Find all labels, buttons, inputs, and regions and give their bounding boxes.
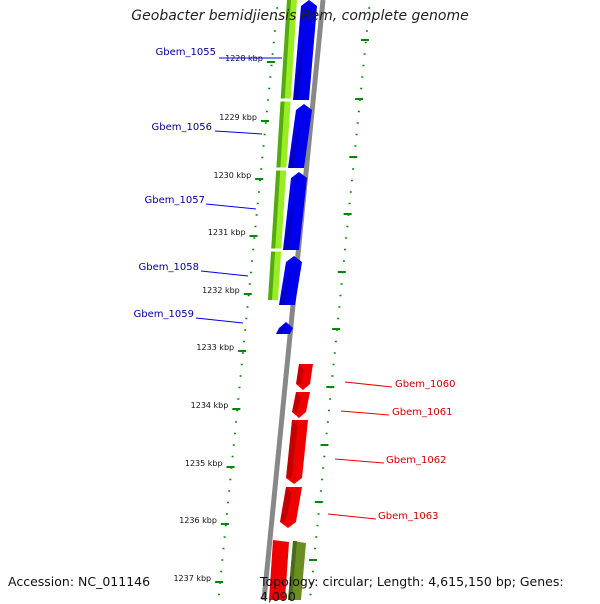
gene-arrow-gbem_1061[interactable]: [292, 392, 310, 418]
gene-label-leader: [344, 381, 393, 388]
gene-label-leader: [195, 317, 244, 324]
gene-label-gbem_1063[interactable]: Gbem_1063: [378, 511, 438, 522]
gene-label-gbem_1060[interactable]: Gbem_1060: [395, 379, 455, 390]
cds-track-top-shade: [268, 0, 291, 300]
gene-arrow-gbem_1060[interactable]: [296, 364, 313, 390]
gene-label-leader: [334, 458, 385, 464]
kbp-label: 1234 kbp: [191, 401, 229, 410]
gene-label-leader: [205, 203, 257, 210]
gene-arrow-shade: [283, 172, 299, 250]
gene-arrow-gbem_1062[interactable]: [286, 420, 308, 484]
gene-arrow-gbem_1057[interactable]: [283, 172, 307, 250]
gene-label-leader: [340, 410, 390, 416]
map-title: Geobacter bemidjiensis Bem, complete gen…: [131, 8, 469, 24]
kbp-label: 1236 kbp: [179, 516, 217, 525]
gene-arrow-shade: [286, 420, 298, 478]
gene-arrow-gbem_1058[interactable]: [279, 256, 302, 305]
gene-label-gbem_1061[interactable]: Gbem_1061: [392, 407, 452, 418]
gene-label-leader: [327, 513, 377, 520]
right-tick-track: [309, 7, 371, 596]
gene-arrow-shade: [288, 104, 304, 168]
gene-label-leader: [200, 270, 249, 277]
kbp-label: 1232 kbp: [202, 286, 240, 295]
kbp-label: 1229 kbp: [219, 113, 257, 122]
gene-arrow-shade: [280, 487, 292, 522]
gene-arrow-shade: [292, 392, 301, 412]
kbp-label: 1230 kbp: [214, 171, 252, 180]
gene-label-gbem_1056[interactable]: Gbem_1056: [152, 122, 212, 133]
gene-arrow-shade: [296, 364, 304, 384]
gene-arrow-shade: [279, 256, 294, 305]
gene-arrow-shade: [293, 0, 309, 100]
cds-track-bottom-shade: [288, 541, 297, 600]
gene-label-leader: [214, 130, 263, 135]
kbp-label: 1235 kbp: [185, 459, 223, 468]
gene-arrow-gbem_1056[interactable]: [288, 104, 312, 168]
gene-strip-bottom: [269, 540, 289, 600]
accession-label: Accession: NC_011146: [8, 574, 151, 589]
kbp-label: 1231 kbp: [208, 228, 246, 237]
gene-label-gbem_1057[interactable]: Gbem_1057: [145, 195, 205, 206]
gene-label-gbem_1058[interactable]: Gbem_1058: [139, 262, 199, 273]
gene-arrow-shade: [276, 322, 286, 334]
gene-label-gbem_1055[interactable]: Gbem_1055: [156, 47, 216, 58]
gene-labels: Gbem_1055 Gbem_1056 Gbem_1057 Gbem_1058 Gbem…: [134, 47, 456, 522]
gene-arrow-gbem_1059[interactable]: [276, 322, 293, 334]
gene-arrows: [276, 0, 317, 528]
kbp-label: 1233 kbp: [196, 343, 234, 352]
kbp-label: 1237 kbp: [173, 574, 211, 583]
gene-arrow-gbem_1055[interactable]: [293, 0, 317, 100]
gene-label-gbem_1062[interactable]: Gbem_1062: [386, 455, 446, 466]
gene-label-gbem_1059[interactable]: Gbem_1059: [134, 309, 194, 320]
gene-arrow-gbem_1063[interactable]: [280, 487, 302, 528]
